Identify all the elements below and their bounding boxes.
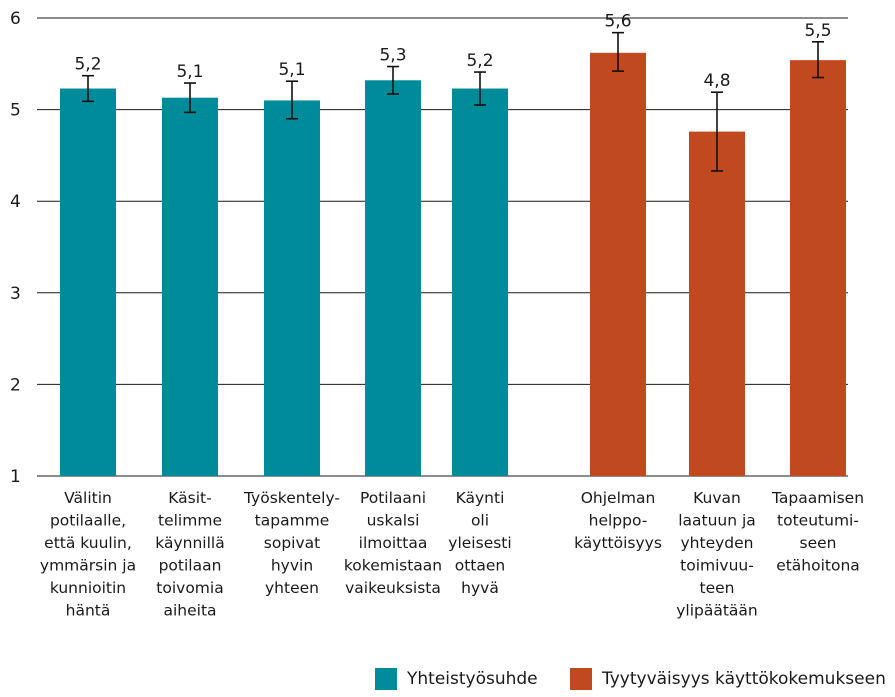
data-label: 5,3 [379,46,406,66]
category-label-line: ymmärsin ja [40,557,136,575]
category-label: Välitin potilaalle, että kuulin, ymmärsin j… [40,489,136,620]
category-label-line: Käynti [456,489,505,507]
data-label: 4,8 [703,71,730,91]
category-label-line: teen [700,579,735,597]
category-label-line: hyvin [271,557,313,575]
category-label-line: toimivuu- [680,557,754,575]
bar [264,100,320,476]
data-label: 5,2 [74,55,101,75]
data-label: 5,6 [604,12,631,32]
bar [60,88,116,477]
category-label-line: aiheita [163,602,216,620]
data-label: 5,5 [804,21,831,41]
data-label: 5,1 [176,62,203,82]
category-label-line: potilaalle, [50,512,126,530]
y-tick-label: 5 [10,101,21,121]
category-label-line: häntä [66,602,111,620]
category-label-line: seen [800,534,837,552]
category-label-line: kunnioitin [50,579,126,597]
category-label-line: käyttöisyys [574,534,662,552]
category-label-line: yleisesti [448,534,511,552]
category-label-line: käynnillä [155,534,224,552]
category-label-line: Tapaamisen [771,489,864,507]
y-tick-label: 6 [10,9,21,29]
category-label: Käsit-telimme käynnillä potilaan toivomia ai… [155,489,224,620]
category-label-line: potilaan [159,557,222,575]
category-label-line: ilmoittaa [359,534,428,552]
data-label: 5,2 [466,51,493,71]
category-label: Kuvan laatuun ja yhteyden toimivuu-teen ylip… [676,489,758,620]
bar [590,52,646,477]
y-tick-label: 2 [10,375,21,395]
legend-swatch-yhteistyosuhde [375,668,397,690]
category-label-line: vaikeuksista [345,579,441,597]
category-label-line: ottaen [455,557,506,575]
category-label-line: ylipäätään [676,602,758,620]
y-tick-label: 1 [10,467,21,487]
bar [689,131,745,477]
category-label-line: yhteyden [681,534,754,552]
category-label: Ohjelman helppo-käyttöisyys [574,489,662,552]
category-label-line: sopivat [264,534,320,552]
category-label-line: hyvä [461,579,499,597]
category-label-line: uskalsi [367,512,420,530]
category-label-line: tapamme [255,512,330,530]
category-label: Potilaani uskalsi ilmoittaa kokemistaan vaik… [344,489,442,597]
category-label-line: Ohjelman [581,489,656,507]
category-label-line: että kuulin, [44,534,132,552]
bar [790,60,846,477]
category-label: Työskentely-tapamme sopivat hyvin yhteen [243,489,340,597]
legend-swatch-tyytyvaisyys [570,668,592,690]
legend-label-yhteistyosuhde: Yhteistyösuhde [407,669,538,689]
category-label-line: laatuun ja [678,512,756,530]
y-tick-label: 4 [10,192,21,212]
bar [162,97,218,476]
category-label-line: oli [471,512,489,530]
y-tick-label: 3 [10,284,21,304]
category-label-line: Välitin [64,489,112,507]
category-label-line: helppo- [589,512,648,530]
bar [452,88,508,477]
category-label-line: yhteen [265,579,319,597]
legend-label-tyytyvaisyys: Tyytyväisyys käyttökokemukseen [602,669,886,689]
category-label-line: kokemistaan [344,557,442,575]
category-label-line: telimme [158,512,222,530]
category-label-line: etähoitona [776,557,860,575]
category-label-line: toivomia [156,579,223,597]
data-label: 5,1 [278,60,305,80]
category-label-line: Kuvan [693,489,741,507]
category-label-line: Käsit- [168,489,211,507]
category-label-line: Työskentely- [243,489,340,507]
legend-2: Tyytyväisyys käyttökokemukseen [570,666,886,692]
category-label: Käynti oli yleisesti ottaen hyvä [448,489,511,597]
legend: Yhteistyösuhde [375,666,538,692]
bar [365,80,421,477]
category-label-line: Potilaani [360,489,426,507]
category-label: Tapaamisen toteutumi-seen etähoitona [771,489,864,575]
category-label-line: toteutumi- [777,512,859,530]
